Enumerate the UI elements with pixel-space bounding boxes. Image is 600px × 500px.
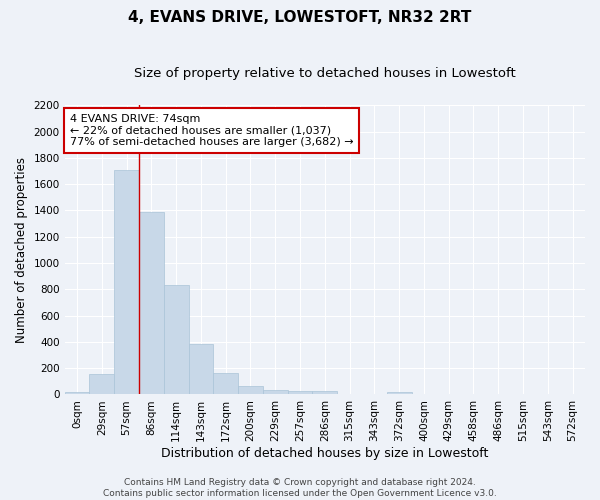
Bar [89, 374, 114, 394]
Bar [139, 212, 164, 394]
Y-axis label: Number of detached properties: Number of detached properties [15, 157, 28, 343]
Bar [238, 386, 263, 394]
Bar [188, 344, 214, 395]
Bar [313, 391, 337, 394]
Bar [65, 392, 89, 394]
X-axis label: Distribution of detached houses by size in Lowestoft: Distribution of detached houses by size … [161, 447, 488, 460]
Bar [263, 390, 287, 394]
Text: Contains HM Land Registry data © Crown copyright and database right 2024.
Contai: Contains HM Land Registry data © Crown c… [103, 478, 497, 498]
Bar [114, 170, 139, 394]
Bar [214, 373, 238, 394]
Bar [164, 284, 188, 395]
Bar [287, 391, 313, 394]
Bar [387, 392, 412, 394]
Title: Size of property relative to detached houses in Lowestoft: Size of property relative to detached ho… [134, 68, 516, 80]
Text: 4, EVANS DRIVE, LOWESTOFT, NR32 2RT: 4, EVANS DRIVE, LOWESTOFT, NR32 2RT [128, 10, 472, 25]
Text: 4 EVANS DRIVE: 74sqm
← 22% of detached houses are smaller (1,037)
77% of semi-de: 4 EVANS DRIVE: 74sqm ← 22% of detached h… [70, 114, 353, 147]
